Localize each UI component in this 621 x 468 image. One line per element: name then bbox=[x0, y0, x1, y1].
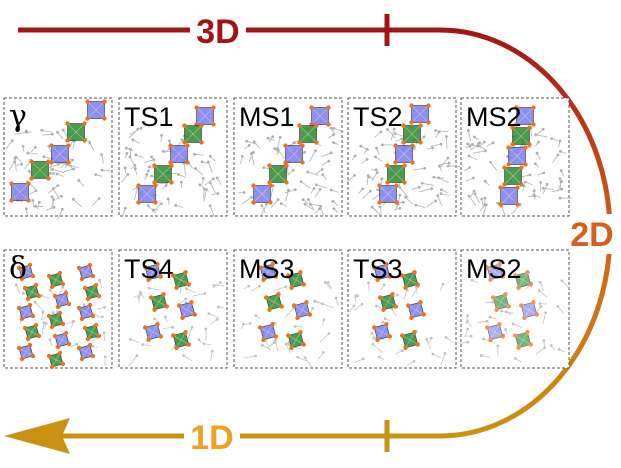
green-octahedron bbox=[46, 350, 66, 370]
structure-panel: TS1 bbox=[118, 97, 228, 218]
green-octahedron bbox=[264, 292, 284, 312]
blue-octahedron bbox=[514, 105, 536, 127]
ligand-network bbox=[463, 126, 572, 217]
green-octahedron bbox=[513, 330, 533, 350]
structure-panels: γ TS1 MS1 TS2 MS2 δ TS4 MS3 TS3 MS2 bbox=[3, 97, 572, 370]
panel-label: TS4 bbox=[124, 254, 174, 284]
blue-octahedron bbox=[168, 143, 190, 165]
blue-octahedron bbox=[406, 300, 426, 320]
blue-octahedron bbox=[85, 99, 107, 121]
blue-octahedron bbox=[16, 342, 36, 362]
green-octahedron bbox=[378, 292, 398, 312]
green-octahedron bbox=[286, 330, 306, 350]
green-octahedron bbox=[22, 322, 42, 342]
blue-octahedron bbox=[409, 103, 431, 125]
blue-octahedron bbox=[16, 262, 36, 282]
green-octahedron bbox=[491, 292, 511, 312]
label-3d: 3D bbox=[196, 13, 239, 51]
panel-label: δ bbox=[9, 251, 27, 286]
blue-octahedron bbox=[52, 330, 72, 350]
blue-octahedron bbox=[372, 322, 392, 342]
panel-label: MS2 bbox=[466, 102, 522, 132]
panel-label: TS2 bbox=[353, 102, 403, 132]
green-octahedron bbox=[510, 125, 532, 147]
green-octahedron bbox=[171, 330, 191, 350]
arrow-head bbox=[4, 418, 70, 454]
blue-octahedron bbox=[136, 183, 158, 205]
green-octahedron bbox=[152, 163, 174, 185]
green-octahedron bbox=[46, 310, 66, 330]
structure-panel: TS2 bbox=[346, 97, 461, 217]
panel-label: γ bbox=[9, 99, 27, 134]
green-octahedron bbox=[149, 292, 169, 312]
blue-octahedron bbox=[49, 143, 71, 165]
blue-octahedron bbox=[177, 300, 197, 320]
green-octahedron bbox=[286, 270, 306, 290]
structure-panel: MS1 bbox=[233, 97, 344, 217]
structure-panel: TS3 bbox=[347, 249, 457, 369]
blue-octahedron bbox=[372, 262, 392, 282]
structure-panel: MS2 bbox=[459, 249, 570, 369]
blue-octahedron bbox=[292, 300, 312, 320]
blue-octahedron bbox=[76, 342, 96, 362]
panel-label: TS3 bbox=[353, 254, 403, 284]
blue-octahedron bbox=[485, 322, 505, 342]
blue-octahedron bbox=[9, 181, 31, 203]
structure-panel: MS3 bbox=[233, 249, 343, 369]
ligand-network bbox=[128, 280, 225, 367]
structure-panel: MS2 bbox=[460, 97, 572, 217]
blue-octahedron bbox=[506, 145, 528, 167]
blue-octahedron bbox=[309, 105, 331, 127]
green-octahedron bbox=[171, 270, 191, 290]
structure-panel: γ bbox=[3, 97, 113, 220]
blue-octahedron bbox=[143, 322, 163, 342]
blue-octahedron bbox=[16, 302, 36, 322]
green-octahedron bbox=[513, 270, 533, 290]
green-octahedron bbox=[385, 163, 407, 185]
blue-octahedron bbox=[52, 290, 72, 310]
green-octahedron bbox=[400, 270, 420, 290]
ligand-network bbox=[459, 278, 570, 363]
green-octahedron bbox=[29, 159, 51, 181]
panel-label: MS2 bbox=[466, 254, 522, 284]
blue-octahedron bbox=[251, 183, 273, 205]
blue-octahedron bbox=[498, 185, 520, 207]
blue-octahedron bbox=[258, 262, 278, 282]
structure-panel: TS4 bbox=[118, 249, 228, 369]
blue-octahedron bbox=[194, 105, 216, 127]
green-octahedron bbox=[267, 163, 289, 185]
green-octahedron bbox=[182, 123, 204, 145]
green-octahedron bbox=[65, 121, 87, 143]
green-octahedron bbox=[400, 330, 420, 350]
green-octahedron bbox=[401, 123, 423, 145]
label-2d: 2D bbox=[570, 216, 613, 254]
green-octahedron bbox=[46, 270, 66, 290]
blue-octahedron bbox=[519, 300, 539, 320]
blue-octahedron bbox=[76, 302, 96, 322]
panel-label: MS3 bbox=[239, 254, 295, 284]
panel-label: MS1 bbox=[239, 102, 295, 132]
structure-panel: δ bbox=[3, 249, 113, 370]
green-octahedron bbox=[22, 282, 42, 302]
blue-octahedron bbox=[258, 322, 278, 342]
green-octahedron bbox=[82, 322, 102, 342]
blue-octahedron bbox=[143, 262, 163, 282]
blue-octahedron bbox=[485, 262, 505, 282]
green-octahedron bbox=[82, 282, 102, 302]
panel-frame bbox=[460, 249, 570, 369]
green-octahedron bbox=[502, 165, 524, 187]
blue-octahedron bbox=[76, 262, 96, 282]
green-octahedron bbox=[297, 123, 319, 145]
panel-label: TS1 bbox=[124, 102, 174, 132]
label-1d: 1D bbox=[190, 419, 233, 457]
blue-octahedron bbox=[377, 183, 399, 205]
blue-octahedron bbox=[393, 143, 415, 165]
panel-frame bbox=[347, 249, 457, 369]
